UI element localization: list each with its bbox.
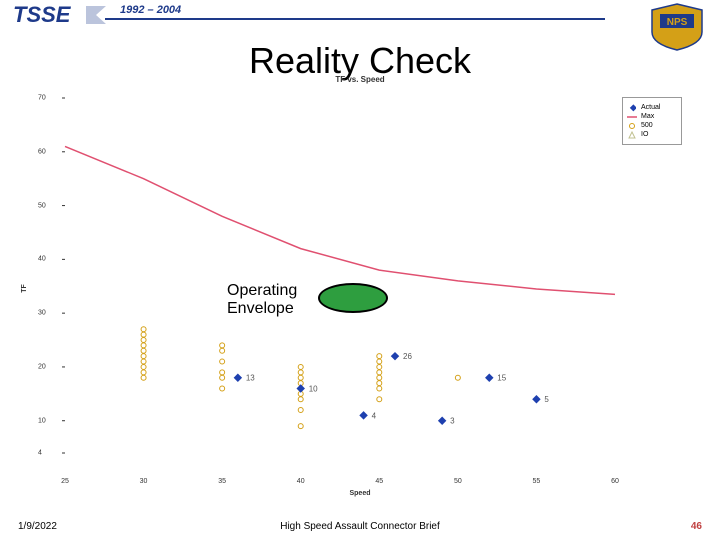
xtick: 35 xyxy=(218,478,226,485)
operating-envelope-label: OperatingEnvelope xyxy=(227,282,297,317)
ytick: 10 xyxy=(38,417,46,424)
triangle-icon xyxy=(627,132,637,138)
circle-icon xyxy=(627,123,637,129)
svg-text:TSSE: TSSE xyxy=(13,2,72,27)
svg-text:13: 13 xyxy=(246,374,255,383)
x-axis-label: Speed xyxy=(349,490,370,497)
legend-label: 500 xyxy=(641,122,653,129)
legend-item-500: 500 xyxy=(627,122,677,129)
header-rule xyxy=(105,18,605,20)
ytick: 50 xyxy=(38,202,46,209)
ytick: 20 xyxy=(38,363,46,370)
svg-text:26: 26 xyxy=(403,352,412,361)
ytick: 30 xyxy=(38,310,46,317)
xtick: 55 xyxy=(533,478,541,485)
legend-label: IO xyxy=(641,131,648,138)
legend-label: Actual xyxy=(641,104,660,111)
ytick: 70 xyxy=(38,95,46,102)
xtick: 50 xyxy=(454,478,462,485)
header: TSSE 1992 – 2004 NPS xyxy=(0,0,720,32)
svg-text:NPS: NPS xyxy=(667,17,688,28)
operating-envelope-oval xyxy=(318,283,388,313)
footer-date: 1/9/2022 xyxy=(18,521,57,532)
svg-text:10: 10 xyxy=(309,384,318,393)
ytick: 4 xyxy=(38,450,42,457)
year-range: 1992 – 2004 xyxy=(120,4,181,16)
legend: Actual Max 500 IO xyxy=(622,97,682,145)
legend-item-max: Max xyxy=(627,113,677,120)
y-axis-label: TF xyxy=(21,284,28,293)
footer-brief-title: High Speed Assault Connector Brief xyxy=(280,521,440,532)
nps-logo: NPS xyxy=(642,2,712,52)
svg-text:5: 5 xyxy=(544,395,549,404)
xtick: 40 xyxy=(297,478,305,485)
footer-page-number: 46 xyxy=(691,521,702,532)
diamond-icon xyxy=(627,105,637,111)
svg-text:15: 15 xyxy=(497,374,506,383)
legend-item-actual: Actual xyxy=(627,104,677,111)
legend-item-io: IO xyxy=(627,131,677,138)
xtick: 25 xyxy=(61,478,69,485)
svg-text:3: 3 xyxy=(450,417,455,426)
line-icon xyxy=(627,114,637,120)
xtick: 45 xyxy=(375,478,383,485)
xtick: 30 xyxy=(140,478,148,485)
legend-label: Max xyxy=(641,113,654,120)
chart-title: TF vs. Speed xyxy=(335,75,384,84)
xtick: 60 xyxy=(611,478,619,485)
ytick: 40 xyxy=(38,256,46,263)
tsse-logo: TSSE xyxy=(8,2,108,28)
svg-text:4: 4 xyxy=(372,411,377,420)
ytick: 60 xyxy=(38,148,46,155)
